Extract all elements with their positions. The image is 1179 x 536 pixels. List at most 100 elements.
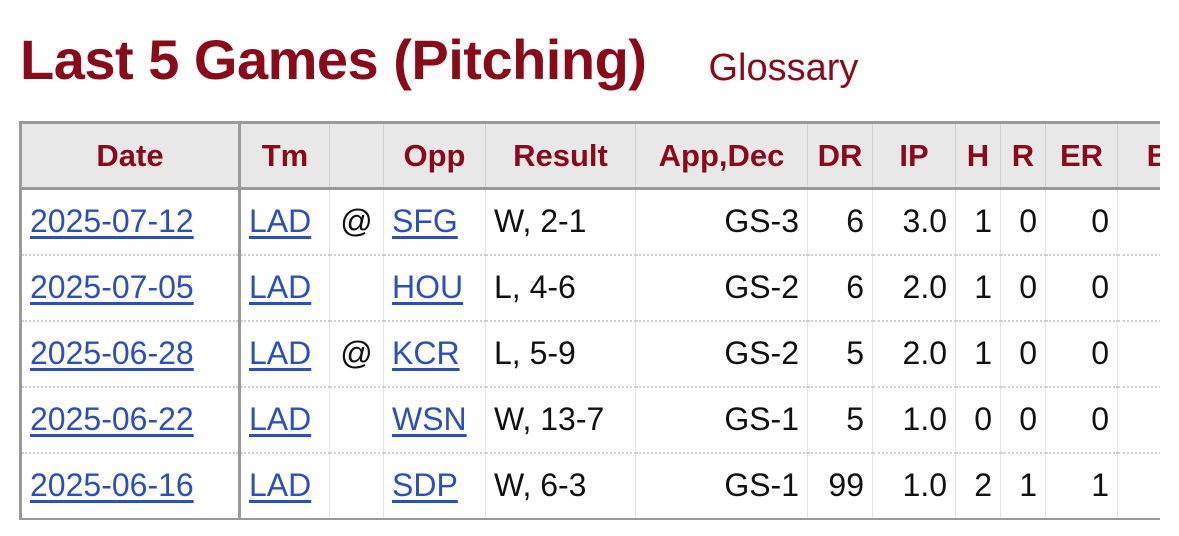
team-link[interactable]: LAD (249, 335, 312, 371)
h-cell: 1 (955, 320, 1001, 388)
column-header-date[interactable]: Date (19, 121, 241, 190)
date-cell: 2025-07-12 (19, 188, 241, 256)
table-row: 2025-07-12 LAD @ SFG W, 2-1 GS-3 6 3.0 1… (19, 188, 1160, 256)
section-header: Last 5 Games (Pitching) Glossary (20, 28, 858, 92)
header-row: Date Tm Opp Result App,Dec DR IP H R ER … (19, 121, 1160, 190)
h-cell: 1 (955, 254, 1001, 322)
date-link[interactable]: 2025-06-28 (30, 335, 194, 371)
date-link[interactable]: 2025-07-05 (30, 269, 194, 305)
table-body: 2025-07-12 LAD @ SFG W, 2-1 GS-3 6 3.0 1… (19, 188, 1160, 520)
team-cell: LAD (239, 320, 330, 388)
er-cell: 1 (1045, 452, 1118, 520)
team-link[interactable]: LAD (249, 203, 312, 240)
date-cell: 2025-06-22 (19, 386, 241, 454)
h-cell: 1 (955, 188, 1001, 256)
r-cell: 0 (1000, 386, 1046, 454)
team-link[interactable]: LAD (249, 269, 312, 305)
date-cell: 2025-06-16 (19, 452, 241, 520)
home-away-cell: @ (329, 320, 384, 388)
dr-cell: 6 (807, 188, 873, 256)
app-dec-cell: GS-3 (635, 188, 808, 256)
app-dec-cell: GS-2 (635, 320, 808, 388)
result-cell: W, 2-1 (485, 188, 636, 256)
dr-cell: 99 (807, 452, 873, 520)
dr-cell: 6 (807, 254, 873, 322)
r-cell: 0 (1000, 254, 1046, 322)
opponent-link[interactable]: SFG (392, 203, 458, 240)
opponent-cell: WSN (383, 386, 486, 454)
bb-cell (1117, 254, 1160, 322)
h-cell: 0 (955, 386, 1001, 454)
result-cell: L, 4-6 (485, 254, 636, 322)
table-row: 2025-07-05 LAD HOU L, 4-6 GS-2 6 2.0 1 0… (19, 254, 1160, 322)
dr-cell: 5 (807, 386, 873, 454)
opponent-link[interactable]: SDP (392, 467, 458, 503)
column-header-er[interactable]: ER (1045, 121, 1118, 190)
date-link[interactable]: 2025-07-12 (30, 203, 194, 240)
er-cell: 0 (1045, 188, 1118, 256)
r-cell: 0 (1000, 320, 1046, 388)
home-away-cell (329, 254, 384, 322)
opponent-cell: SDP (383, 452, 486, 520)
column-header-h[interactable]: H (955, 121, 1001, 190)
opponent-cell: HOU (383, 254, 486, 322)
er-cell: 0 (1045, 320, 1118, 388)
column-header-app-dec[interactable]: App,Dec (635, 121, 808, 190)
date-link[interactable]: 2025-06-22 (30, 401, 194, 437)
dr-cell: 5 (807, 320, 873, 388)
table-row: 2025-06-28 LAD @ KCR L, 5-9 GS-2 5 2.0 1… (19, 320, 1160, 388)
date-cell: 2025-07-05 (19, 254, 241, 322)
column-header-ip[interactable]: IP (872, 121, 956, 190)
app-dec-cell: GS-1 (635, 452, 808, 520)
app-dec-cell: GS-2 (635, 254, 808, 322)
home-away-cell (329, 386, 384, 454)
team-link[interactable]: LAD (249, 467, 312, 503)
team-link[interactable]: LAD (249, 401, 312, 437)
section-title: Last 5 Games (Pitching) (20, 28, 647, 91)
result-cell: L, 5-9 (485, 320, 636, 388)
date-cell: 2025-06-28 (19, 320, 241, 388)
column-header-opp[interactable]: Opp (383, 121, 486, 190)
ip-cell: 1.0 (872, 386, 956, 454)
column-header-tm[interactable]: Tm (239, 121, 330, 190)
h-cell: 2 (955, 452, 1001, 520)
glossary-link[interactable]: Glossary (708, 47, 859, 89)
ip-cell: 2.0 (872, 320, 956, 388)
opponent-link[interactable]: WSN (392, 401, 467, 437)
team-cell: LAD (239, 254, 330, 322)
bb-cell (1117, 386, 1160, 454)
result-cell: W, 6-3 (485, 452, 636, 520)
column-header-r[interactable]: R (1000, 121, 1046, 190)
result-cell: W, 13-7 (485, 386, 636, 454)
ip-cell: 1.0 (872, 452, 956, 520)
column-header-home-away[interactable] (329, 121, 384, 190)
opponent-cell: KCR (383, 320, 486, 388)
date-link[interactable]: 2025-06-16 (30, 467, 194, 503)
r-cell: 0 (1000, 188, 1046, 256)
column-header-bb[interactable]: BB (1117, 121, 1160, 190)
app-dec-cell: GS-1 (635, 386, 808, 454)
team-cell: LAD (239, 386, 330, 454)
team-cell: LAD (239, 452, 330, 520)
bb-cell (1117, 188, 1160, 256)
bb-cell (1117, 452, 1160, 520)
opponent-link[interactable]: KCR (392, 335, 460, 371)
column-header-result[interactable]: Result (485, 121, 636, 190)
r-cell: 1 (1000, 452, 1046, 520)
bb-cell (1117, 320, 1160, 388)
team-cell: LAD (239, 188, 330, 256)
table-row: 2025-06-16 LAD SDP W, 6-3 GS-1 99 1.0 2 … (19, 452, 1160, 520)
er-cell: 0 (1045, 386, 1118, 454)
home-away-cell: @ (329, 188, 384, 256)
ip-cell: 2.0 (872, 254, 956, 322)
pitching-table-container[interactable]: Date Tm Opp Result App,Dec DR IP H R ER … (19, 121, 1160, 521)
ip-cell: 3.0 (872, 188, 956, 256)
er-cell: 0 (1045, 254, 1118, 322)
opponent-link[interactable]: HOU (392, 269, 464, 305)
table-header: Date Tm Opp Result App,Dec DR IP H R ER … (19, 121, 1160, 190)
table-row: 2025-06-22 LAD WSN W, 13-7 GS-1 5 1.0 0 … (19, 386, 1160, 454)
last-5-games-pitching-table: Date Tm Opp Result App,Dec DR IP H R ER … (19, 121, 1160, 520)
opponent-cell: SFG (383, 188, 486, 256)
column-header-dr[interactable]: DR (807, 121, 873, 190)
